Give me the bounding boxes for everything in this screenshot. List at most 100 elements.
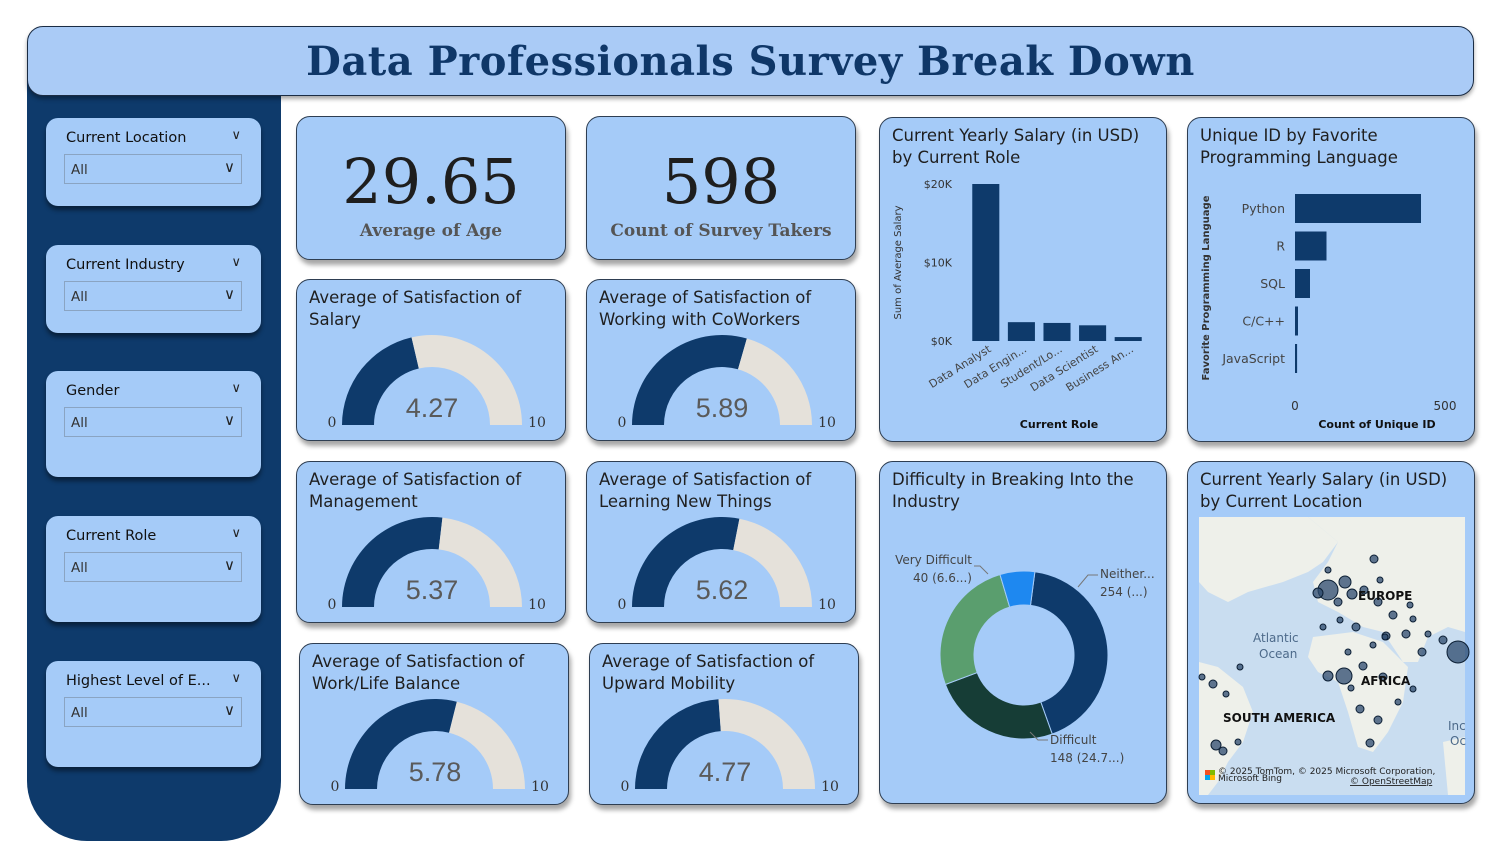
bar [1295, 194, 1421, 223]
gauge-track [733, 518, 812, 607]
slice-value: 148 (24.7...) [1050, 751, 1124, 765]
map-label-europe: EUROPE [1358, 589, 1412, 603]
collapse-chevron-icon[interactable]: ∨ [231, 381, 241, 396]
chart-difficulty[interactable]: Difficulty in Breaking Into the Industry… [879, 461, 1167, 804]
slicer-dropdown[interactable]: All ∨ [64, 697, 242, 727]
chart-title: Difficulty in Breaking Into the Industry [892, 470, 1134, 511]
x-axis-title: Current Role [1020, 418, 1098, 431]
gauge-fill [342, 517, 443, 607]
slicer-title: Current Location [66, 130, 187, 146]
dashboard-header: Data Professionals Survey Break Down [27, 26, 1474, 96]
kpi-card-age[interactable]: 29.65 Average of Age [296, 116, 566, 260]
slicer-value: All [71, 162, 88, 178]
bar [1295, 231, 1327, 261]
slicer-dropdown[interactable]: All ∨ [64, 407, 242, 437]
gauge-value: 5.37 [406, 575, 459, 605]
gauge-fill [342, 337, 419, 425]
kpi-card-count[interactable]: 598 Count of Survey Takers [586, 116, 856, 260]
bar [1295, 344, 1298, 373]
y-tick-label: SQL [1260, 276, 1285, 291]
chevron-down-icon[interactable]: ∨ [224, 158, 235, 176]
gauge-min: 0 [328, 415, 337, 431]
y-axis-title: Favorite Programming Language [1201, 195, 1212, 380]
slice-label: Neither... [1100, 567, 1155, 581]
map-title: Current Yearly Salary (in USD) by Curren… [1200, 470, 1448, 511]
slice-label: Difficult [1050, 733, 1097, 747]
y-tick-label: Python [1242, 201, 1285, 216]
bar [972, 184, 1000, 341]
openstreetmap-link[interactable]: © OpenStreetMap [1350, 777, 1433, 787]
y-axis-title: Sum of Average Salary [893, 205, 904, 319]
donut-slice [944, 671, 1053, 740]
gauge-card-work-life[interactable]: Average of Satisfaction of Work/Life Bal… [299, 643, 569, 805]
gauge-value: 4.77 [699, 757, 752, 787]
slicer-title: Current Industry [66, 257, 185, 273]
slicer-title: Gender [66, 383, 120, 399]
slicer-current-role[interactable]: Current Role ∨ All ∨ [46, 516, 261, 622]
collapse-chevron-icon[interactable]: ∨ [231, 255, 241, 270]
chevron-down-icon[interactable]: ∨ [224, 285, 235, 303]
map-salary-by-location[interactable]: Current Yearly Salary (in USD) by Curren… [1187, 461, 1475, 804]
chevron-down-icon[interactable]: ∨ [224, 411, 235, 429]
slicer-current-industry[interactable]: Current Industry ∨ All ∨ [46, 245, 261, 333]
map-ocean-label: Oc [1450, 734, 1466, 748]
chevron-down-icon[interactable]: ∨ [224, 556, 235, 574]
chart-salary-by-role[interactable]: Current Yearly Salary (in USD) by Curren… [879, 117, 1167, 442]
gauge-max: 10 [818, 597, 836, 613]
map-label-south-america: SOUTH AMERICA [1223, 711, 1336, 725]
slicer-education[interactable]: Highest Level of E... ∨ All ∨ [46, 661, 261, 767]
y-tick-label: $20K [924, 178, 953, 191]
slice-value: 40 (6.6...) [913, 571, 972, 585]
slicer-title: Highest Level of E... [66, 673, 211, 689]
gauge-card-management[interactable]: Average of Satisfaction of Management 5.… [296, 461, 566, 623]
bing-label: Microsoft Bing [1218, 774, 1282, 784]
y-tick-label: $10K [924, 257, 953, 270]
bar [1007, 322, 1035, 341]
gauge-min: 0 [621, 779, 630, 795]
collapse-chevron-icon[interactable]: ∨ [231, 526, 241, 541]
bar [1295, 306, 1298, 336]
donut-slice [939, 573, 1011, 686]
gauge-track [738, 338, 812, 425]
gauge-value: 5.78 [409, 757, 462, 787]
gauge-fill [632, 335, 747, 425]
leader-line [1077, 574, 1098, 588]
gauge-track [718, 699, 815, 789]
slicer-dropdown[interactable]: All ∨ [64, 154, 242, 184]
y-tick-label: $0K [931, 335, 953, 348]
gauge-value: 4.27 [406, 393, 459, 423]
chart-language[interactable]: Unique ID by Favorite Programming Langua… [1187, 117, 1475, 442]
gauge-max: 10 [528, 597, 546, 613]
bar [1079, 325, 1107, 341]
card-title: Average of Satisfaction of Salary [309, 288, 522, 329]
gauge-svg: 5.37 0 10 [328, 517, 546, 613]
slicer-value: All [71, 705, 88, 721]
slicer-current-location[interactable]: Current Location ∨ All ∨ [46, 118, 261, 206]
slicer-dropdown[interactable]: All ∨ [64, 281, 242, 311]
slicer-value: All [71, 289, 88, 305]
gauge-card-coworkers[interactable]: Average of Satisfaction of Working with … [586, 279, 856, 441]
gauge-track [411, 335, 522, 425]
gauge-min: 0 [618, 415, 627, 431]
card-title: Average of Satisfaction of Working with … [599, 288, 812, 329]
collapse-chevron-icon[interactable]: ∨ [231, 671, 241, 686]
slicer-value: All [71, 560, 88, 576]
card-title: Average of Satisfaction of Learning New … [599, 470, 812, 511]
chevron-down-icon[interactable]: ∨ [224, 701, 235, 719]
collapse-chevron-icon[interactable]: ∨ [231, 128, 241, 143]
leader-line [974, 565, 989, 575]
gauge-svg: 4.77 0 10 [621, 699, 839, 795]
card-title: Average of Satisfaction of Upward Mobili… [602, 652, 815, 693]
world-map[interactable]: EUROPE AFRICA SOUTH AMERICA Atlantic Oce… [1188, 462, 1475, 804]
y-tick-label: R [1276, 239, 1285, 254]
slicer-dropdown[interactable]: All ∨ [64, 552, 242, 582]
gauge-max: 10 [821, 779, 839, 795]
gauge-card-learning[interactable]: Average of Satisfaction of Learning New … [586, 461, 856, 623]
gauge-min: 0 [328, 597, 337, 613]
bar [1295, 269, 1310, 298]
gauge-card-upward-mobility[interactable]: Average of Satisfaction of Upward Mobili… [589, 643, 859, 805]
gauge-min: 0 [618, 597, 627, 613]
slicer-gender[interactable]: Gender ∨ All ∨ [46, 371, 261, 477]
gauge-card-salary[interactable]: Average of Satisfaction of Salary 4.27 0 1… [296, 279, 566, 441]
